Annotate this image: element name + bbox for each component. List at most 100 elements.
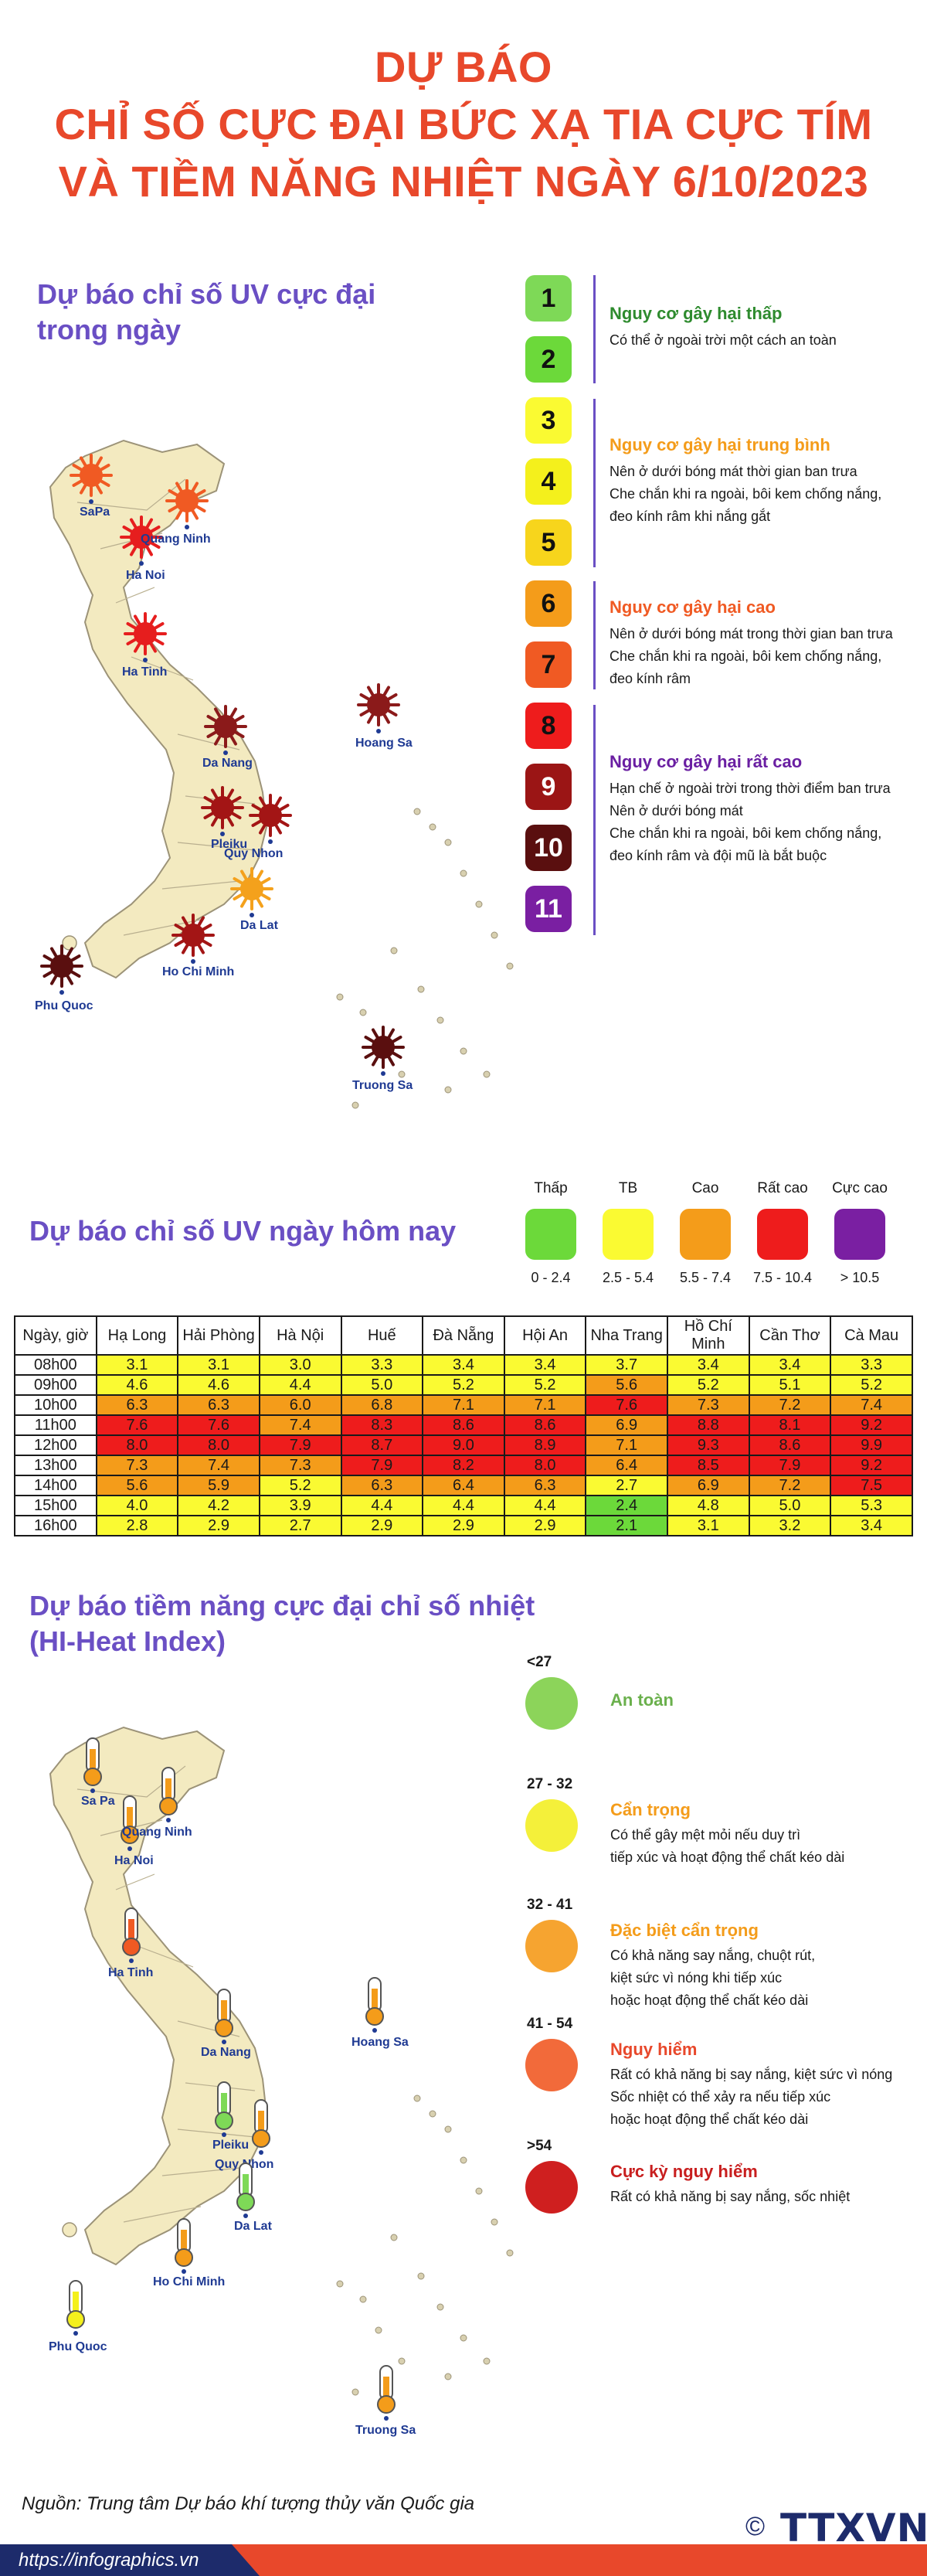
thermometer-icon: Da Nang xyxy=(201,1989,251,2059)
uv-scale-box-5: 5 xyxy=(525,519,572,566)
city-label: Ho Chi Minh xyxy=(153,2275,225,2288)
uv-level-range: 2.5 - 5.4 xyxy=(602,1270,654,1285)
uv-level-swatch xyxy=(757,1209,808,1260)
sun-icon: Phu Quoc xyxy=(35,944,93,1012)
uv-value-cell: 6.8 xyxy=(340,1394,424,1416)
uv-value-cell: 5.2 xyxy=(503,1374,587,1396)
sun-ray xyxy=(191,509,199,520)
city-label: Ha Tinh xyxy=(108,1966,153,1979)
table-header-cell: Hà Nội xyxy=(258,1315,342,1356)
uv-value-cell: 9.0 xyxy=(422,1434,505,1456)
sun-icon: Truong Sa xyxy=(352,1026,413,1092)
table-row: 15h00 4.0 4.2 3.9 4.4 4.4 4.4 2.4 4.8 5.0 5.3 xyxy=(14,1495,913,1516)
sun-ray xyxy=(191,482,199,493)
city-label: Ha Noi xyxy=(114,1854,154,1867)
thermometer-fill xyxy=(372,1989,378,2012)
uv-map-island xyxy=(436,1016,444,1024)
heat-map-province-line xyxy=(115,1873,155,1890)
heat-level-desc-line: Có khả năng say nắng, chuột rút, xyxy=(610,1948,816,1963)
sun-icon: Da Nang xyxy=(202,705,253,770)
risk-title: Nguy cơ gây hại rất cao xyxy=(610,752,803,771)
uv-scale-box-3: 3 xyxy=(525,397,572,444)
time-cell: 14h00 xyxy=(14,1475,97,1496)
uv-value-cell: 2.4 xyxy=(585,1495,668,1516)
sun-ray xyxy=(168,505,179,512)
sun-ray xyxy=(251,819,263,827)
uv-value-cell: 8.0 xyxy=(503,1455,587,1476)
uv-value-cell: 3.4 xyxy=(830,1515,913,1536)
city-dot xyxy=(182,2269,186,2274)
sun-core xyxy=(240,877,263,900)
table-row: 14h00 5.6 5.9 5.2 6.3 6.4 6.3 2.7 6.9 7.2 7.5 xyxy=(14,1475,913,1496)
uv-scale-box-8: 8 xyxy=(525,703,572,749)
sun-ray xyxy=(391,1036,402,1043)
sun-icon: Quy Nhon xyxy=(224,794,292,860)
title-line-3: VÀ TIỀM NĂNG NHIỆT NGÀY 6/10/2023 xyxy=(58,157,869,206)
sun-icon: Hoang Sa xyxy=(355,683,413,750)
heat-map-province-line xyxy=(161,2167,240,2176)
uv-level-5: Cực cao > 10.5 xyxy=(817,1179,902,1286)
city-dot xyxy=(259,2150,263,2155)
sun-ray xyxy=(387,1055,395,1067)
city-dot xyxy=(127,1846,132,1851)
uv-value-cell: 7.6 xyxy=(177,1414,260,1436)
sun-ray xyxy=(95,456,103,468)
uv-max-map: SaPa Ha Noi Quang Ninh Ha Tinh Da Nang Hoang … xyxy=(31,410,525,1152)
uv-today-section-title: Dự báo chỉ số UV ngày hôm nay xyxy=(29,1215,457,1247)
heat-map-land xyxy=(49,1726,514,2396)
thermometer-bulb xyxy=(66,2310,85,2329)
uv-value-cell: 5.2 xyxy=(830,1374,913,1396)
city-dot xyxy=(139,561,144,566)
heat-range-label: 41 - 54 xyxy=(527,2016,573,2032)
uv-map-island xyxy=(417,985,425,993)
thermometer-fill xyxy=(128,1919,134,1942)
uv-value-cell: 2.7 xyxy=(585,1475,668,1496)
risk-group-2: Nguy cơ gây hại trung bình Nên ở dưới bón… xyxy=(593,399,918,567)
footer-url-link[interactable]: https://infographics.vn xyxy=(0,2544,232,2576)
thermometer-icon: Da Lat xyxy=(234,2163,273,2233)
uv-value-cell: 3.1 xyxy=(667,1515,750,1536)
uv-level-name: Cao xyxy=(691,1180,719,1196)
sun-ray xyxy=(251,804,263,812)
sun-ray xyxy=(233,893,244,900)
uv-value-cell: 9.2 xyxy=(830,1455,913,1476)
city-label: Phu Quoc xyxy=(49,2340,107,2353)
sun-ray xyxy=(149,641,157,653)
heat-level-desc-line: Rất có khả năng bị say nắng, sốc nhiệt xyxy=(610,2189,851,2204)
city-dot xyxy=(90,1788,95,1793)
sun-ray xyxy=(80,456,87,468)
uv-level-range: 0 - 2.4 xyxy=(531,1270,571,1285)
uv-value-cell: 6.3 xyxy=(340,1475,424,1496)
time-cell: 10h00 xyxy=(14,1394,97,1416)
sun-ray xyxy=(240,897,248,908)
uv-level-2: TB 2.5 - 5.4 xyxy=(586,1179,671,1286)
sun-ray xyxy=(153,622,165,630)
sun-ray xyxy=(145,545,153,556)
heat-level-desc-line: hoặc hoạt động thể chất kéo dài xyxy=(610,2112,809,2127)
heat-range-label: >54 xyxy=(527,2138,552,2154)
sun-ray xyxy=(203,812,215,819)
city-dot xyxy=(243,2214,248,2218)
sun-ray xyxy=(122,526,134,533)
table-header-cell: Huế xyxy=(340,1315,424,1356)
city-dot xyxy=(372,2028,377,2033)
uv-value-cell: 3.7 xyxy=(585,1354,668,1376)
city-label: Hoang Sa xyxy=(351,2036,409,2049)
uv-value-cell: 5.6 xyxy=(95,1475,179,1496)
uv-value-cell: 2.9 xyxy=(340,1515,424,1536)
uv-value-cell: 7.1 xyxy=(422,1394,505,1416)
uv-value-cell: 4.4 xyxy=(258,1374,342,1396)
city-label: Phu Quoc xyxy=(35,999,93,1012)
sun-ray xyxy=(149,541,161,549)
heat-map-island xyxy=(375,2326,382,2334)
thermometer-fill xyxy=(221,2000,227,2023)
uv-map-island xyxy=(475,900,483,908)
uv-value-cell: 7.6 xyxy=(585,1394,668,1416)
heat-title-line-2: (HI-Heat Index) xyxy=(29,1625,226,1657)
uv-value-cell: 4.6 xyxy=(95,1374,179,1396)
uv-level-range: 7.5 - 10.4 xyxy=(752,1270,813,1285)
uv-scale-box-1: 1 xyxy=(525,275,572,322)
uv-map-province-line xyxy=(131,656,194,681)
uv-value-cell: 3.4 xyxy=(422,1354,505,1376)
risk-group-1: Nguy cơ gây hại thấp Có thể ở ngoài trời … xyxy=(593,275,918,383)
